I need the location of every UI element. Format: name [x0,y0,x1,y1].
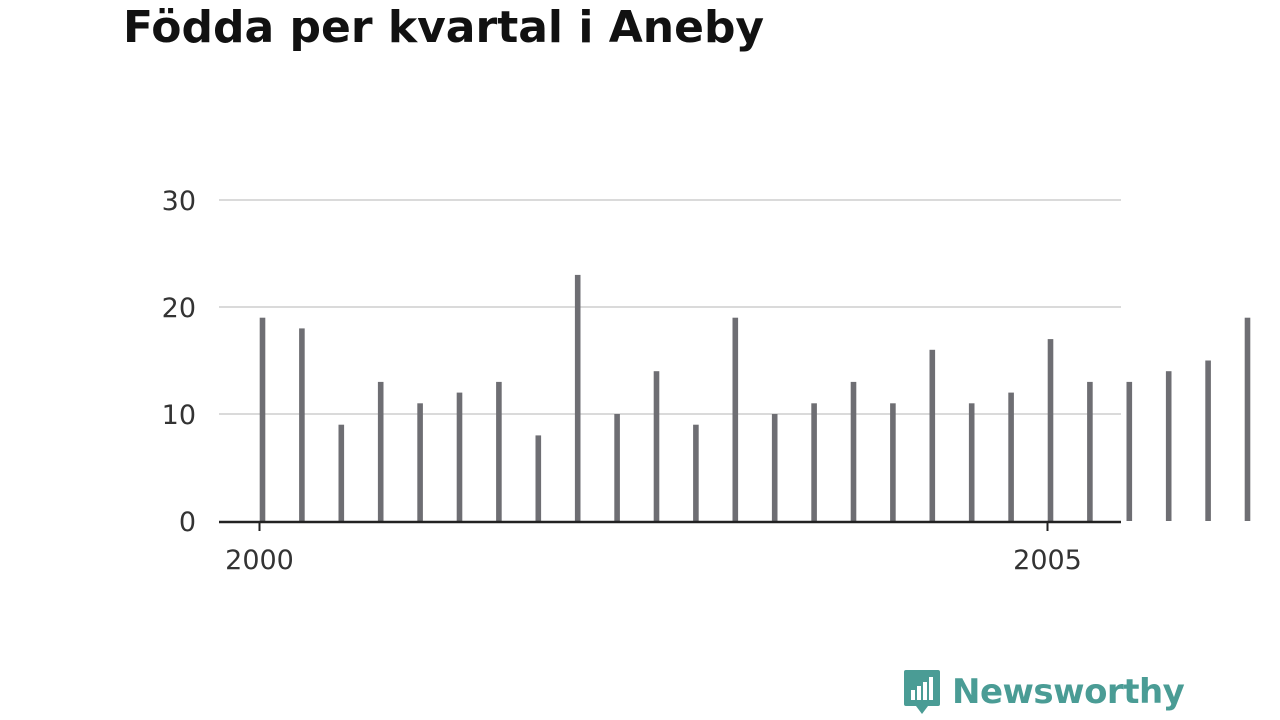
bar [259,317,266,521]
bar-series [259,274,1251,521]
bar [732,317,739,521]
bar [811,403,817,521]
bar [1087,381,1093,521]
x-tick-label: 2005 [1013,545,1082,576]
axes [219,520,1121,531]
bar [574,274,581,521]
y-tick-label: 0 [179,507,196,538]
y-tick-label: 10 [162,400,196,431]
bar [614,414,620,521]
chart-title: Födda per kvartal i Aneby [123,2,765,53]
bar [890,403,896,521]
tick-labels: 0102030200020052010201520202025 [162,186,1082,576]
bar [1244,317,1251,521]
bar [771,414,778,521]
bar [417,403,423,521]
bar [1205,360,1211,521]
newsworthy-logo-icon [904,670,940,714]
bar [850,381,857,521]
bar [929,349,936,521]
x-tick-label: 2000 [225,545,294,576]
bar [1008,392,1014,521]
y-tick-label: 30 [162,186,196,217]
bar [1165,371,1172,521]
newsworthy-logo: Newsworthy [902,668,1185,716]
bar [456,392,463,521]
bar [968,403,975,521]
bar [1126,381,1133,521]
bar [496,381,502,521]
bar [338,424,345,521]
brand-name: Newsworthy [952,672,1185,712]
bar [299,328,305,521]
bar [693,424,699,521]
bar [653,371,660,521]
bar [377,381,384,521]
y-tick-label: 20 [162,293,196,324]
bar [535,435,542,521]
bar [1047,339,1054,521]
gridlines [219,199,1121,415]
